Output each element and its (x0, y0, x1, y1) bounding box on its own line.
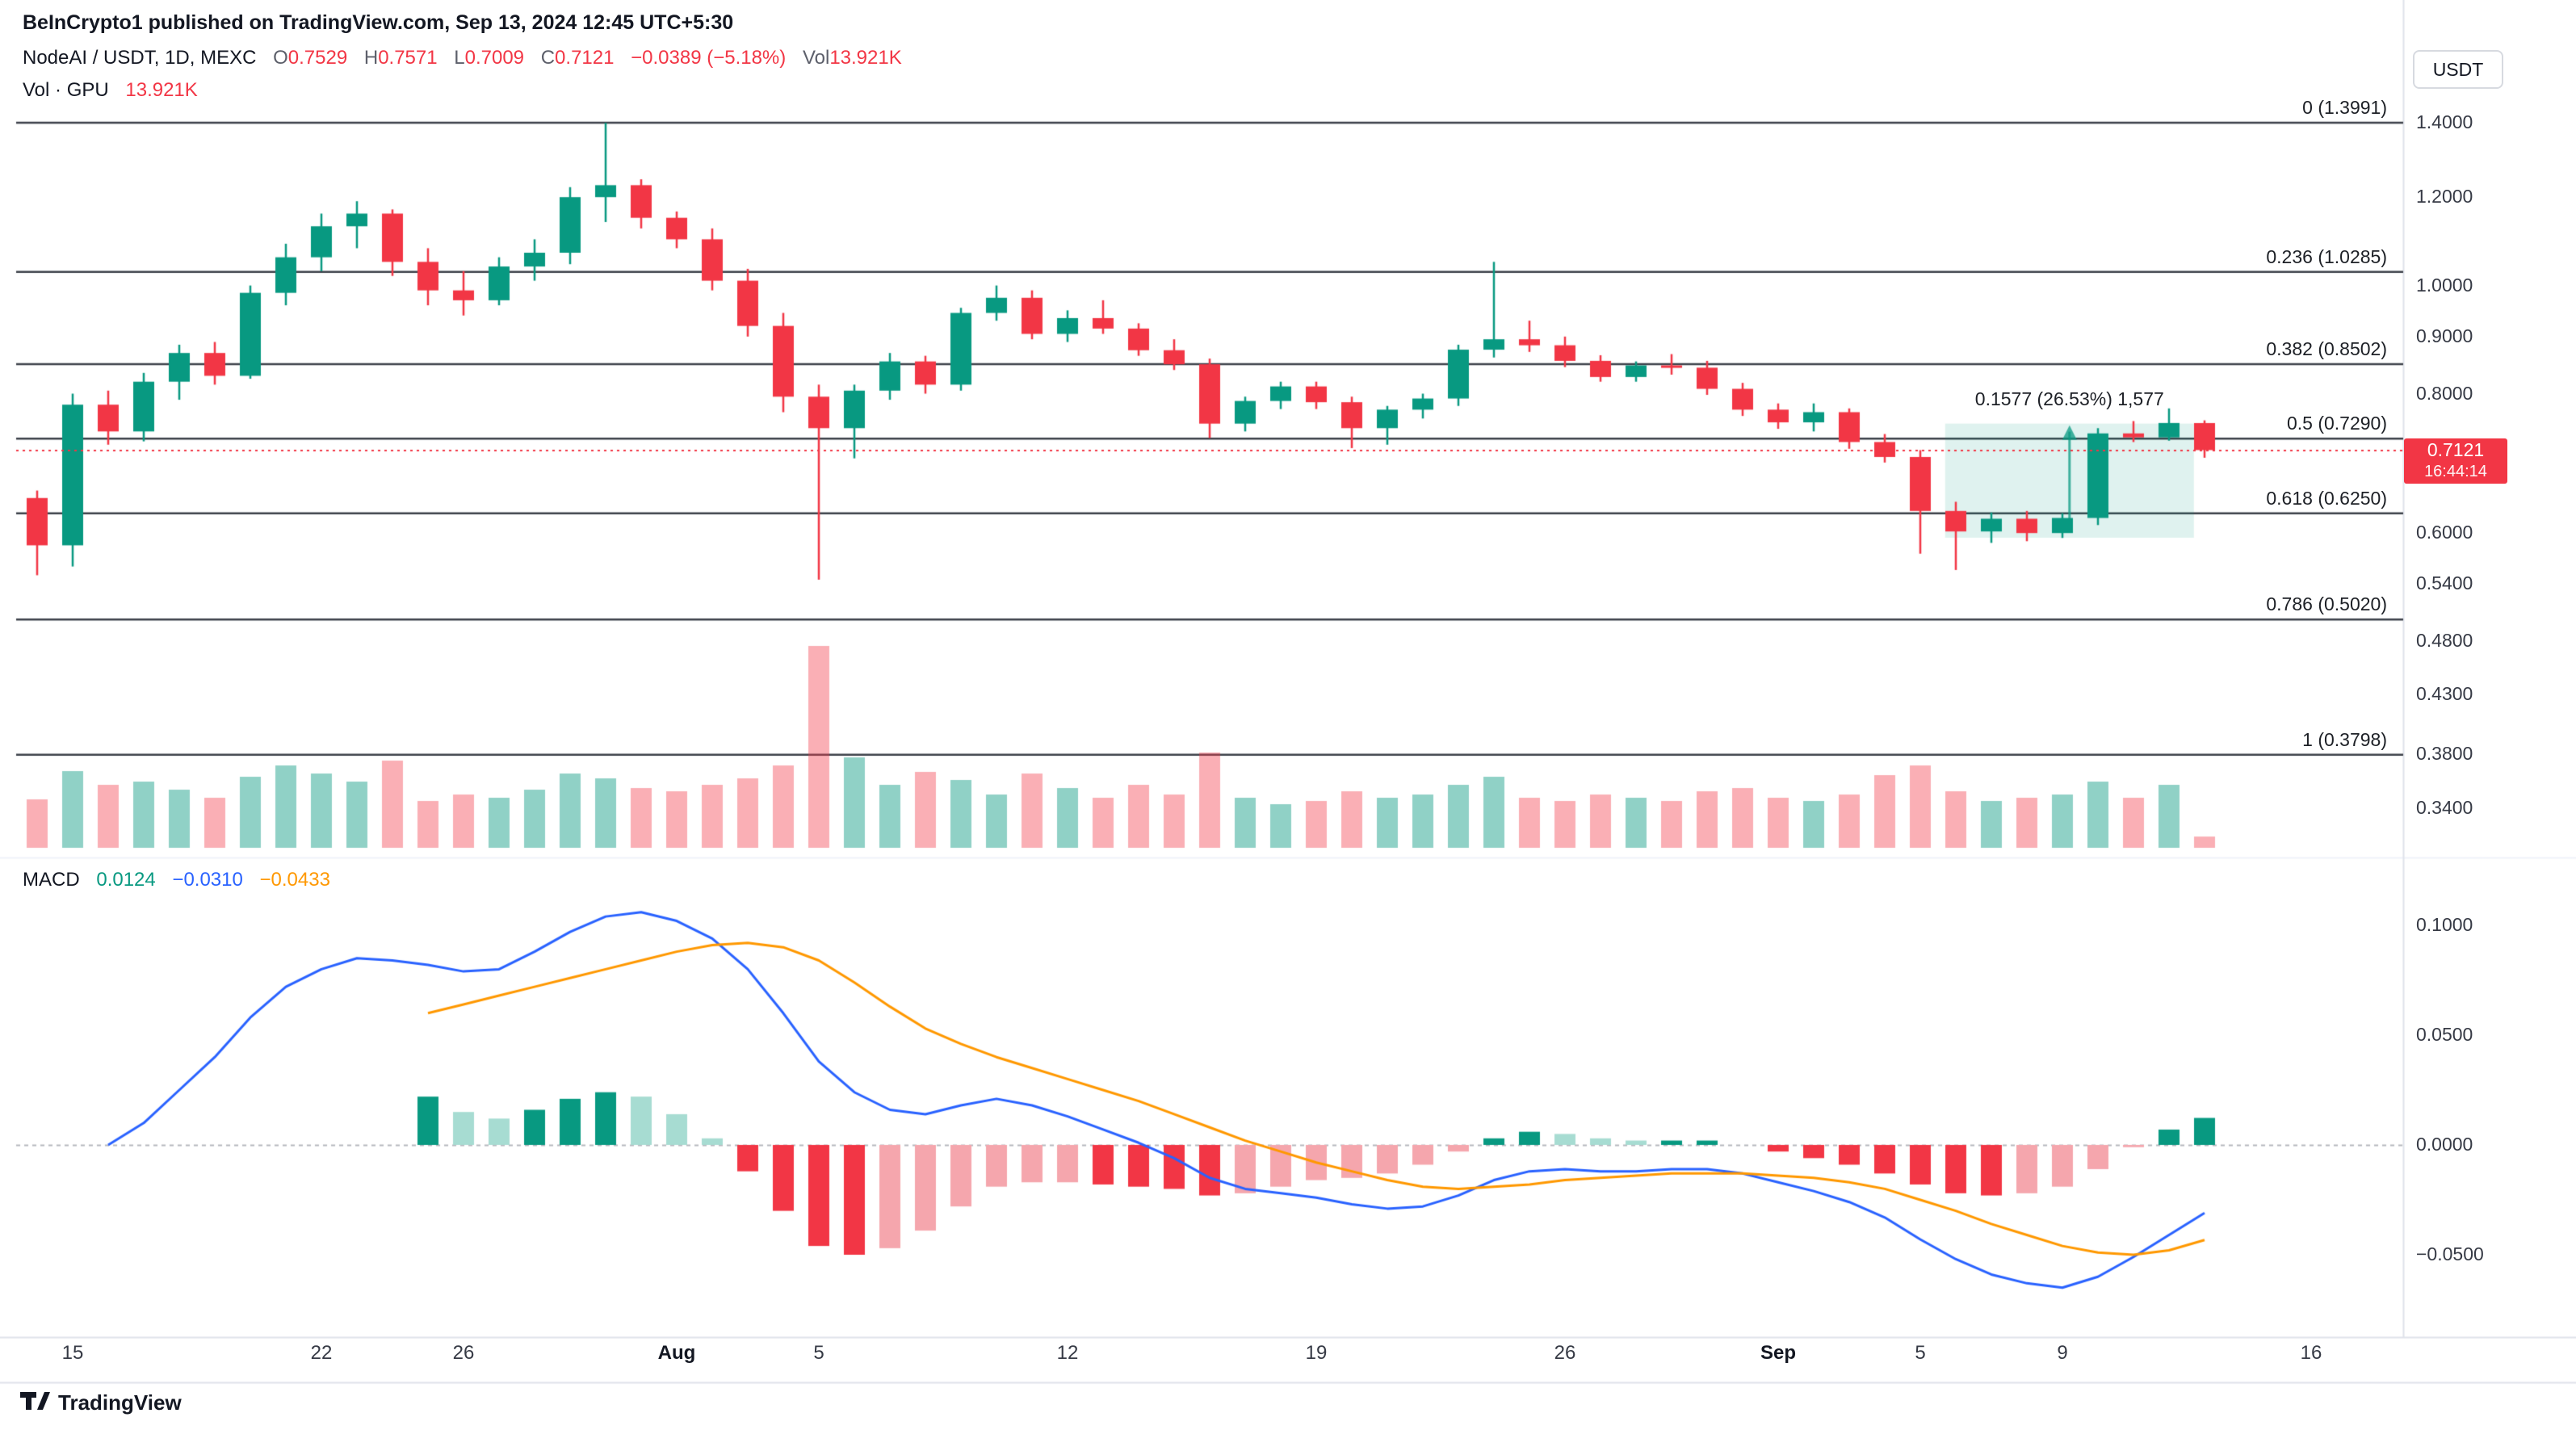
price-axis-tick: 0.9000 (2416, 325, 2473, 346)
open-value: 0.7529 (287, 47, 348, 69)
volume-indicator-legend: Vol · GPU 13.921K (23, 79, 198, 102)
fib-level-label: 0.618 (0.6250) (2266, 487, 2387, 509)
time-axis-label: 5 (813, 1342, 824, 1364)
currency-button[interactable]: USDT (2413, 50, 2503, 89)
macd-legend: MACD 0.0124 −0.0310 −0.0433 (23, 869, 330, 891)
attribution-text: BeInCrypto1 published on TradingView.com… (23, 11, 734, 34)
macd-hist-value: 0.0124 (96, 869, 156, 891)
macd-line-value: −0.0310 (172, 869, 243, 891)
volume-indicator-value: 13.921K (125, 79, 198, 101)
last-price-badge: 0.7121 16:44:14 (2404, 438, 2507, 484)
macd-axis-tick: 0.1000 (2416, 914, 2473, 935)
time-axis-label: 26 (1554, 1342, 1576, 1364)
low-value: 0.7009 (464, 47, 525, 69)
macd-axis-tick: 0.0000 (2416, 1134, 2473, 1155)
high-value: 0.7571 (378, 47, 438, 69)
macd-title[interactable]: MACD (23, 869, 80, 891)
symbol-legend: NodeAI / USDT, 1D, MEXC O0.7529 H0.7571 … (23, 47, 902, 69)
fib-level-label: 0.5 (0.7290) (2286, 413, 2387, 434)
open-label: O (273, 47, 288, 69)
price-axis-tick: 0.3800 (2416, 743, 2473, 765)
time-axis-label: 9 (2057, 1342, 2068, 1364)
bar-countdown: 16:44:14 (2424, 463, 2487, 481)
fib-level-label: 0.786 (0.5020) (2266, 593, 2387, 615)
time-axis-label: 26 (452, 1342, 475, 1364)
time-axis-label: 22 (310, 1342, 333, 1364)
last-price-value: 0.7121 (2427, 439, 2485, 461)
tradingview-logo-icon (19, 1390, 50, 1415)
symbol-title[interactable]: NodeAI / USDT, 1D, MEXC (23, 47, 257, 69)
price-axis-tick: 0.5400 (2416, 572, 2473, 594)
time-axis-label: 16 (2300, 1342, 2322, 1364)
low-label: L (454, 47, 465, 69)
time-axis-label: Sep (1760, 1342, 1797, 1364)
change-value: −0.0389 (−5.18%) (631, 47, 787, 69)
price-axis-tick: 1.0000 (2416, 274, 2473, 296)
close-value: 0.7121 (555, 47, 615, 69)
tradingview-logo-text: TradingView (58, 1390, 182, 1415)
price-axis-tick: 1.2000 (2416, 186, 2473, 208)
volume-indicator-title[interactable]: Vol · GPU (23, 79, 109, 101)
macd-signal-value: −0.0433 (259, 869, 330, 891)
price-axis-tick: 0.4300 (2416, 683, 2473, 705)
volume-value: 13.921K (829, 47, 902, 69)
measure-tool-label[interactable]: 0.1577 (26.53%) 1,577 (1974, 388, 2164, 409)
time-axis-label: 5 (1915, 1342, 1926, 1364)
fib-level-label: 0 (1.3991) (2302, 97, 2387, 119)
price-axis-tick: 0.8000 (2416, 382, 2473, 404)
close-label: C (540, 47, 556, 69)
high-label: H (363, 47, 379, 69)
time-axis-label: Aug (657, 1342, 696, 1364)
volume-label: Vol (802, 47, 830, 69)
time-axis-label: 12 (1056, 1342, 1079, 1364)
price-axis-tick: 0.3400 (2416, 797, 2473, 819)
macd-axis-tick: −0.0500 (2416, 1243, 2484, 1264)
tradingview-logo[interactable]: TradingView (19, 1390, 182, 1415)
price-axis-tick: 1.4000 (2416, 111, 2473, 132)
fib-level-label: 0.236 (1.0285) (2266, 245, 2387, 267)
macd-axis-tick: 0.0500 (2416, 1024, 2473, 1045)
price-axis-tick: 0.4800 (2416, 630, 2473, 652)
fib-level-label: 0.382 (0.8502) (2266, 338, 2387, 359)
fib-level-label: 1 (0.3798) (2302, 728, 2387, 750)
price-axis-tick: 0.6000 (2416, 522, 2473, 543)
time-axis-label: 15 (61, 1342, 84, 1364)
time-axis-label: 19 (1305, 1342, 1328, 1364)
